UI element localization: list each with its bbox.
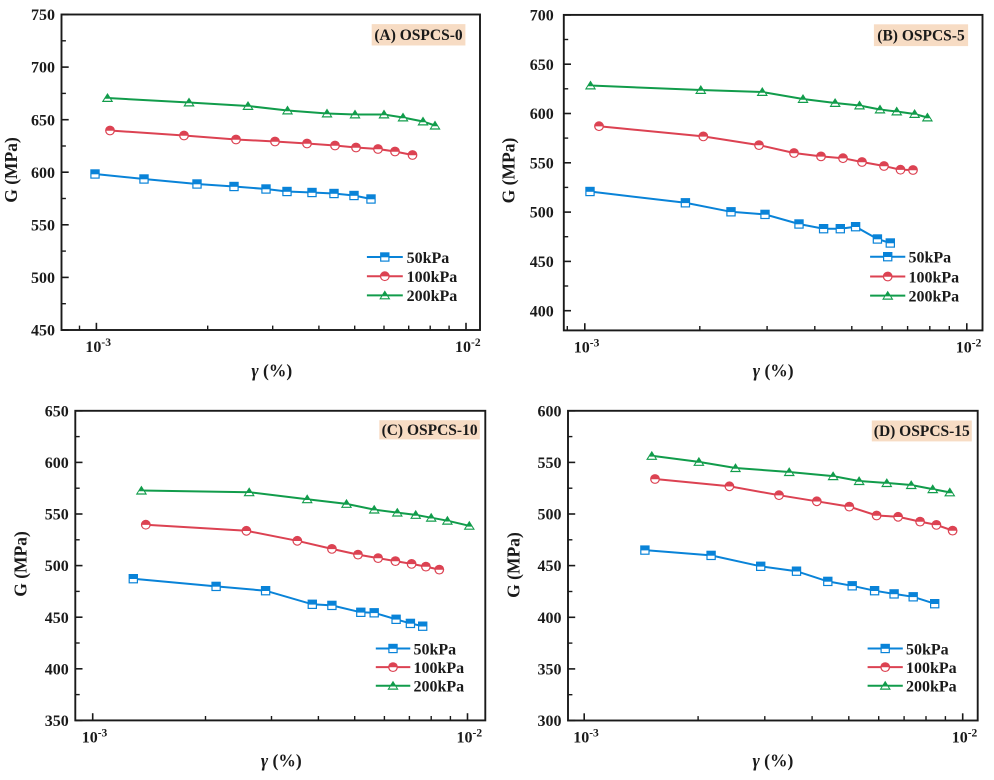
svg-text:(C) OSPCS-10: (C) OSPCS-10 bbox=[382, 422, 478, 439]
svg-text:600: 600 bbox=[538, 403, 562, 420]
svg-text:400: 400 bbox=[538, 610, 562, 627]
svg-text:50kPa: 50kPa bbox=[909, 250, 952, 267]
svg-text:200kPa: 200kPa bbox=[906, 679, 957, 696]
svg-text:γ (%): γ (%) bbox=[752, 751, 793, 771]
svg-text:550: 550 bbox=[45, 507, 69, 524]
svg-text:350: 350 bbox=[45, 713, 69, 730]
svg-text:10-3: 10-3 bbox=[82, 727, 108, 746]
svg-text:G (MPa): G (MPa) bbox=[1, 137, 21, 203]
svg-text:750: 750 bbox=[31, 7, 55, 24]
svg-text:γ (%): γ (%) bbox=[261, 751, 302, 771]
svg-text:50kPa: 50kPa bbox=[414, 641, 457, 658]
svg-text:600: 600 bbox=[530, 106, 554, 123]
svg-text:700: 700 bbox=[530, 8, 554, 25]
svg-text:650: 650 bbox=[530, 57, 554, 74]
svg-text:G (MPa): G (MPa) bbox=[499, 138, 519, 204]
svg-text:500: 500 bbox=[31, 270, 55, 287]
svg-text:100kPa: 100kPa bbox=[414, 660, 465, 677]
svg-text:450: 450 bbox=[530, 254, 554, 271]
svg-text:650: 650 bbox=[31, 112, 55, 129]
svg-text:G (MPa): G (MPa) bbox=[504, 532, 524, 598]
svg-text:550: 550 bbox=[538, 455, 562, 472]
svg-text:350: 350 bbox=[538, 662, 562, 679]
svg-text:300: 300 bbox=[538, 713, 562, 730]
svg-text:200kPa: 200kPa bbox=[407, 288, 458, 305]
svg-text:600: 600 bbox=[45, 455, 69, 472]
svg-text:γ (%): γ (%) bbox=[753, 361, 794, 381]
svg-text:400: 400 bbox=[530, 303, 554, 320]
svg-text:10-2: 10-2 bbox=[956, 337, 982, 356]
svg-text:10-3: 10-3 bbox=[85, 337, 111, 356]
svg-text:500: 500 bbox=[530, 205, 554, 222]
svg-text:100kPa: 100kPa bbox=[407, 269, 458, 286]
svg-text:550: 550 bbox=[530, 155, 554, 172]
svg-text:(D) OSPCS-15: (D) OSPCS-15 bbox=[874, 423, 970, 440]
svg-text:10-2: 10-2 bbox=[952, 728, 978, 747]
svg-text:450: 450 bbox=[31, 323, 55, 340]
svg-text:450: 450 bbox=[538, 558, 562, 575]
svg-text:500: 500 bbox=[45, 558, 69, 575]
svg-text:550: 550 bbox=[31, 217, 55, 234]
svg-text:200kPa: 200kPa bbox=[414, 679, 465, 696]
svg-text:200kPa: 200kPa bbox=[909, 288, 960, 305]
svg-text:(A) OSPCS-0: (A) OSPCS-0 bbox=[374, 27, 463, 44]
svg-text:10-2: 10-2 bbox=[457, 727, 483, 746]
svg-text:(B) OSPCS-5: (B) OSPCS-5 bbox=[877, 28, 965, 45]
svg-text:100kPa: 100kPa bbox=[906, 660, 957, 677]
svg-text:10-2: 10-2 bbox=[455, 337, 481, 356]
svg-text:G (MPa): G (MPa) bbox=[11, 531, 31, 597]
svg-text:450: 450 bbox=[45, 610, 69, 627]
svg-text:10-3: 10-3 bbox=[573, 728, 599, 747]
svg-text:10-3: 10-3 bbox=[574, 337, 600, 356]
svg-text:650: 650 bbox=[45, 403, 69, 420]
svg-text:50kPa: 50kPa bbox=[906, 641, 949, 658]
svg-text:50kPa: 50kPa bbox=[407, 250, 450, 267]
svg-text:500: 500 bbox=[538, 507, 562, 524]
svg-text:700: 700 bbox=[31, 60, 55, 77]
svg-text:100kPa: 100kPa bbox=[909, 269, 960, 286]
svg-text:600: 600 bbox=[31, 165, 55, 182]
svg-text:400: 400 bbox=[45, 661, 69, 678]
svg-text:γ (%): γ (%) bbox=[251, 361, 292, 381]
